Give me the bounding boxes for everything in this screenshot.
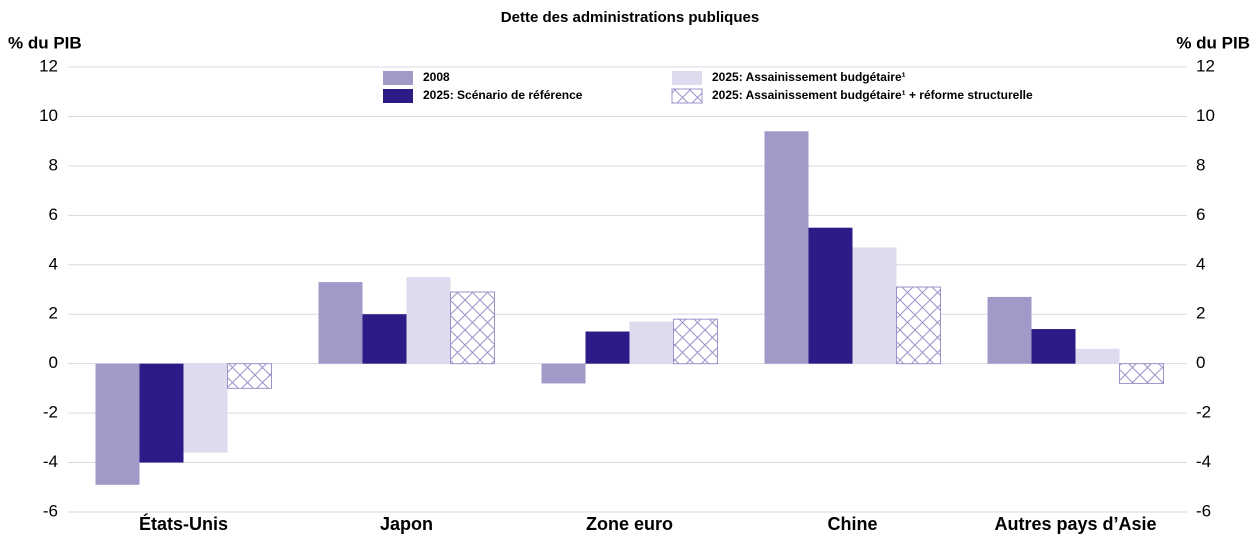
- bar: [183, 363, 228, 453]
- bar: [987, 296, 1032, 364]
- y2-tick-label: 4: [1196, 254, 1205, 273]
- y2-tick-label: 2: [1196, 304, 1205, 323]
- y-tick-label: -2: [43, 403, 58, 422]
- legend-swatch: [671, 88, 703, 104]
- y-tick-label: 2: [49, 304, 58, 323]
- bar: [808, 227, 853, 364]
- legend-label: 2025: Assainissement budgétaire¹ + réfor…: [712, 88, 1033, 102]
- legend-swatch: [383, 71, 413, 85]
- bar: [362, 314, 407, 364]
- y-tick-label: -4: [43, 452, 58, 471]
- legend-swatch: [672, 71, 702, 85]
- y-axis-label: % du PIB: [8, 33, 82, 52]
- y2-tick-label: 10: [1196, 106, 1215, 125]
- y2-tick-label: -2: [1196, 403, 1211, 422]
- x-tick-label: Autres pays d’Asie: [994, 514, 1156, 534]
- legend-label: 2008: [423, 70, 450, 84]
- bar: [95, 363, 140, 485]
- y2-tick-label: 6: [1196, 205, 1205, 224]
- y-tick-label: -6: [43, 501, 58, 520]
- y-tick-label: 10: [39, 106, 58, 125]
- x-tick-label: Japon: [380, 514, 433, 534]
- bar: [764, 131, 809, 364]
- y-tick-label: 0: [49, 353, 58, 372]
- legend-swatch: [383, 89, 413, 103]
- bar: [896, 286, 941, 365]
- bar: [139, 363, 184, 463]
- x-tick-label: Chine: [827, 514, 877, 534]
- bar: [406, 277, 451, 364]
- y-tick-label: 6: [49, 205, 58, 224]
- y2-tick-label: 0: [1196, 353, 1205, 372]
- bar: [852, 247, 897, 364]
- bar: [318, 282, 363, 364]
- bar: [1075, 348, 1120, 364]
- bar: [1031, 329, 1076, 364]
- chart-title: Dette des administrations publiques: [501, 9, 759, 26]
- bar: [673, 318, 718, 365]
- x-tick-label: États-Unis: [139, 513, 228, 534]
- bar: [450, 291, 495, 365]
- y2-tick-label: 8: [1196, 155, 1205, 174]
- legend-label: 2025: Assainissement budgétaire¹: [712, 70, 906, 84]
- y2-axis-label: % du PIB: [1176, 33, 1250, 52]
- legend-label: 2025: Scénario de référence: [423, 88, 583, 102]
- y-tick-label: 8: [49, 155, 58, 174]
- bar: [227, 363, 272, 389]
- x-tick-label: Zone euro: [586, 514, 673, 534]
- y-tick-label: 4: [49, 254, 58, 273]
- y2-tick-label: 12: [1196, 56, 1215, 75]
- bar: [629, 321, 674, 364]
- bar: [1119, 363, 1164, 384]
- y-tick-label: 12: [39, 56, 58, 75]
- y2-tick-label: -4: [1196, 452, 1211, 471]
- y2-tick-label: -6: [1196, 501, 1211, 520]
- bar: [541, 363, 586, 384]
- bar: [585, 331, 630, 364]
